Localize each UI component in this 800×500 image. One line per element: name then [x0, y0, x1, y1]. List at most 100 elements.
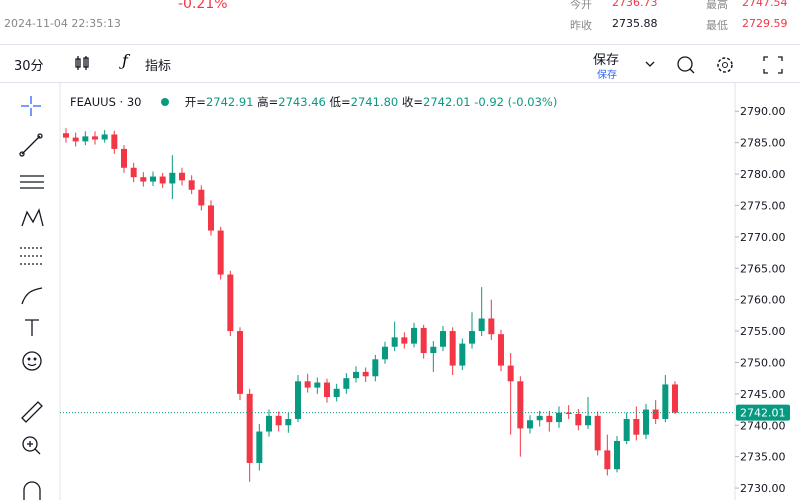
candle-body [159, 176, 166, 184]
candle-body [440, 331, 446, 347]
candle-body [517, 381, 524, 429]
y-tick-label: 2780.00 [740, 168, 786, 181]
open-value: 2742.91 [205, 95, 254, 109]
candle-body [111, 134, 118, 149]
y-tick-label: 2790.00 [740, 105, 786, 118]
y-tick-label: 2775.00 [740, 199, 786, 212]
y-tick-label: 2770.00 [740, 231, 786, 244]
y-tick-label: 2750.00 [740, 356, 786, 369]
candle-body [217, 230, 224, 275]
candle-body [150, 176, 156, 182]
change-percent: -0.21% [178, 0, 228, 12]
y-tick-label: 2745.00 [740, 388, 786, 401]
toolbar-icons [645, 56, 783, 74]
candle-body [362, 371, 369, 377]
stat-value: 2735.88 [612, 17, 658, 30]
candle-body [478, 318, 485, 332]
y-tick-label: 2730.00 [740, 482, 786, 495]
candle-body [275, 415, 282, 426]
candle-body [324, 382, 330, 397]
y-tick-label: 2760.00 [740, 294, 786, 307]
candle-body [662, 384, 669, 419]
candle-body [382, 346, 388, 360]
candle-body [285, 418, 292, 426]
fx-icon[interactable]: ƒ [122, 51, 128, 70]
candle-body [188, 180, 195, 190]
y-tick-label: 2755.00 [740, 325, 786, 338]
toolbar: 30分 ƒ 指标 保存 保存 [0, 44, 800, 83]
candle-body [594, 415, 601, 451]
candle-body [672, 384, 678, 413]
candle-body [237, 331, 243, 394]
candle-body [546, 415, 553, 423]
stat-label: 最低 [706, 19, 728, 32]
candle-body [420, 327, 427, 354]
candle-body [295, 381, 301, 419]
candle-body [391, 337, 398, 347]
candle-body [527, 420, 533, 429]
candle-body [623, 418, 630, 441]
legend: FEAUUS · 30 开=2742.91 高=2743.46 低=2741.8… [70, 94, 557, 110]
candle-body [401, 337, 408, 344]
candle-body [256, 431, 263, 463]
candle-body [208, 205, 214, 231]
y-tick-label: 2740.00 [740, 419, 786, 432]
candle-body [488, 318, 495, 335]
indicators-button[interactable]: 指标 [145, 59, 172, 74]
stat-label: 今开 [570, 0, 592, 11]
candle-body [353, 371, 359, 379]
candle-body [130, 167, 137, 178]
candle-body [652, 409, 659, 419]
close-value: 2742.01 [423, 95, 471, 109]
candle-body [565, 412, 572, 414]
stat-value: 2747.54 [742, 0, 788, 9]
candle-body [169, 172, 176, 184]
y-tick-label: 2785.00 [740, 137, 786, 150]
candle-type-icon[interactable] [72, 53, 92, 73]
stat-value: 2736.73 [612, 0, 658, 9]
candle-body [101, 134, 108, 140]
y-tick-label: 2765.00 [740, 262, 786, 275]
save-sub: 保存 [597, 70, 617, 81]
change: -0.92 (-0.03%) [474, 95, 558, 109]
status-dot [161, 98, 170, 106]
open-label: 开= [184, 95, 206, 109]
last-price-tag [736, 404, 790, 421]
candle-body [556, 412, 562, 423]
candle-body [604, 450, 611, 470]
candle-body [227, 274, 234, 332]
close-label: 收= [401, 95, 424, 109]
candle-body [469, 331, 475, 344]
candle-body [536, 415, 543, 421]
candle-body [304, 381, 311, 388]
drawing-tools [19, 96, 44, 500]
stat-value: 2729.59 [742, 17, 788, 30]
save-button[interactable]: 保存 [593, 53, 620, 68]
candle-body [63, 133, 69, 138]
last-price-label: 2742.01 [740, 407, 786, 420]
candle-body [585, 415, 591, 426]
candle-body [633, 418, 640, 435]
candle-body [72, 137, 79, 142]
high-value: 2743.46 [278, 95, 326, 109]
low-value: 2741.80 [350, 95, 399, 109]
candle-body [372, 359, 379, 377]
timestamp: 2024-11-04 22:35:13 [4, 17, 121, 30]
candle-body [449, 331, 456, 366]
candle-body [614, 440, 620, 470]
candle-body [140, 177, 147, 182]
interval-button[interactable]: 30分 [14, 59, 44, 74]
candle-body [246, 393, 253, 463]
symbol: FEAUUS · 30 [70, 95, 142, 109]
candle-body [643, 409, 649, 435]
y-tick-label: 2735.00 [740, 451, 786, 464]
candle-body [343, 378, 350, 389]
candle-body [314, 382, 321, 388]
candle-body [121, 148, 127, 168]
low-label: 低= [329, 95, 351, 109]
candle-body [198, 189, 205, 206]
candle-body [179, 172, 185, 181]
candle-body [92, 136, 98, 140]
